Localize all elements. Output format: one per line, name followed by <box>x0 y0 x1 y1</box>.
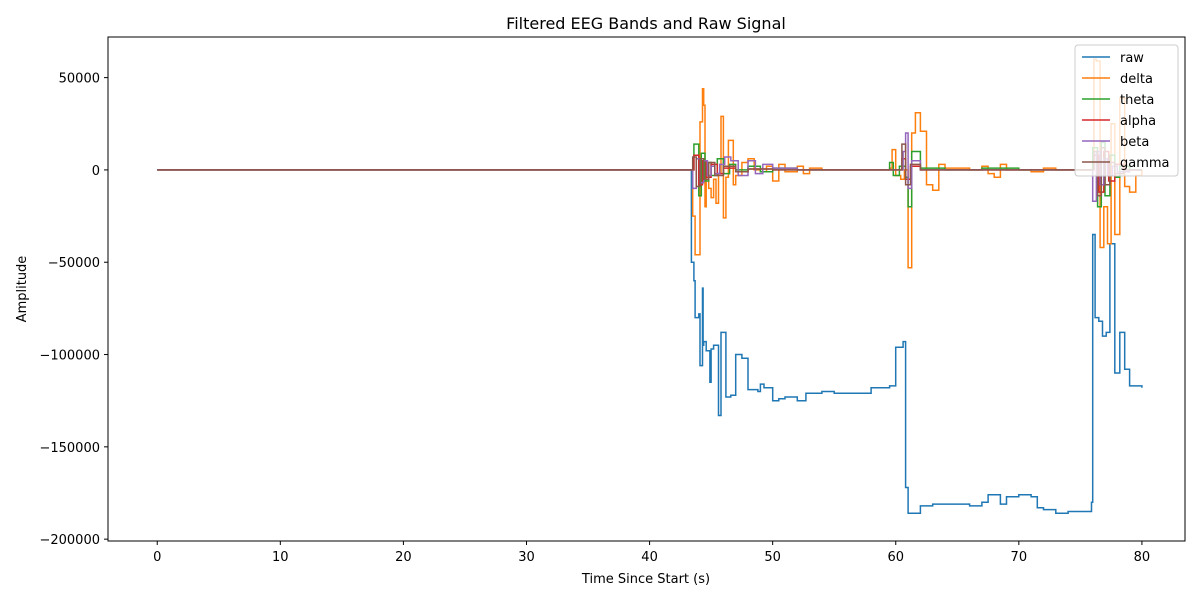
y-tick-label: −50000 <box>48 256 100 271</box>
y-axis-ticks: −200000 −150000 −100000 −50000 0 50000 <box>39 72 108 548</box>
legend-entries: raw delta theta alpha beta gamma <box>1082 51 1170 171</box>
y-tick-label: 0 <box>92 164 100 179</box>
y-tick-label: −200000 <box>39 533 100 548</box>
series-line-gamma <box>157 143 1142 197</box>
x-tick-label: 80 <box>1134 550 1151 565</box>
series-line-raw <box>157 169 1143 515</box>
series-line-alpha <box>157 150 1142 193</box>
legend-label-beta: beta <box>1120 135 1149 150</box>
y-tick-label: −100000 <box>39 349 100 364</box>
chart-title: Filtered EEG Bands and Raw Signal <box>506 14 786 33</box>
x-axis-label: Time Since Start (s) <box>581 572 710 587</box>
x-tick-label: 20 <box>395 550 412 565</box>
legend-label-delta: delta <box>1120 72 1153 87</box>
x-tick-label: 50 <box>764 550 781 565</box>
y-tick-label: 50000 <box>59 72 100 87</box>
legend-label-raw: raw <box>1120 51 1144 66</box>
x-axis-ticks: 0 10 20 30 40 50 60 70 80 <box>153 541 1150 565</box>
x-tick-label: 40 <box>641 550 658 565</box>
x-tick-label: 60 <box>887 550 904 565</box>
y-axis-label: Amplitude <box>15 256 30 323</box>
plot-frame <box>107 36 1186 542</box>
legend-label-alpha: alpha <box>1120 114 1156 129</box>
x-tick-label: 70 <box>1011 550 1028 565</box>
series-line-beta <box>157 132 1142 203</box>
legend-label-theta: theta <box>1120 93 1154 108</box>
legend: raw delta theta alpha beta gamma <box>1074 44 1179 177</box>
x-tick-label: 0 <box>153 550 161 565</box>
x-tick-label: 30 <box>518 550 535 565</box>
series-line-delta <box>157 58 1143 269</box>
y-tick-label: −150000 <box>39 441 100 456</box>
x-tick-label: 10 <box>272 550 289 565</box>
legend-label-gamma: gamma <box>1120 156 1170 171</box>
plot-series <box>157 58 1143 515</box>
